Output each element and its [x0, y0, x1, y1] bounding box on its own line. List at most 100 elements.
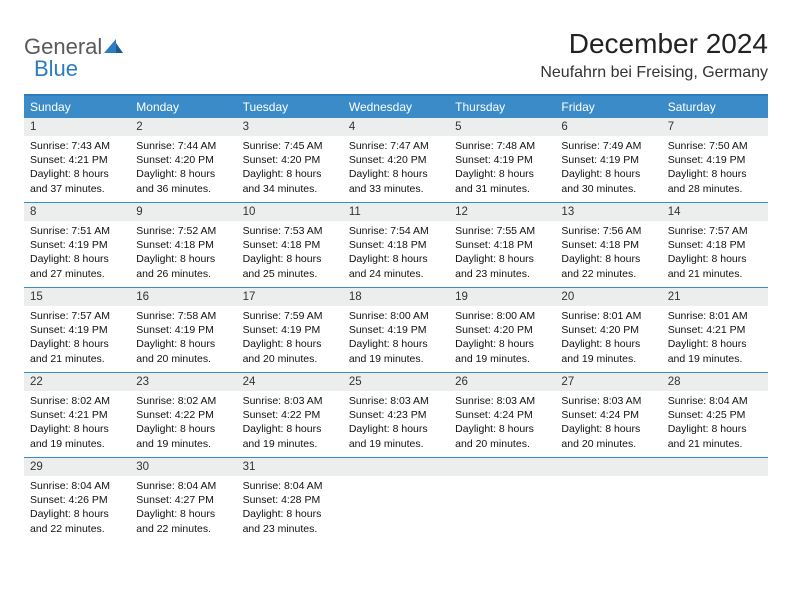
sunrise-line: Sunrise: 8:03 AM — [349, 395, 429, 407]
day-number: 9 — [130, 203, 236, 221]
calendar-cell: 4Sunrise: 7:47 AMSunset: 4:20 PMDaylight… — [343, 118, 449, 202]
daylight-line: Daylight: 8 hours and 19 minutes. — [561, 338, 640, 364]
day-number: 11 — [343, 203, 449, 221]
calendar-cell: 16Sunrise: 7:58 AMSunset: 4:19 PMDayligh… — [130, 288, 236, 372]
calendar-cell: 30Sunrise: 8:04 AMSunset: 4:27 PMDayligh… — [130, 458, 236, 542]
calendar-cell: 3Sunrise: 7:45 AMSunset: 4:20 PMDaylight… — [237, 118, 343, 202]
daylight-line: Daylight: 8 hours and 37 minutes. — [30, 168, 109, 194]
calendar-cell — [555, 458, 661, 542]
sunset-line: Sunset: 4:21 PM — [30, 409, 108, 421]
day-details: Sunrise: 7:57 AMSunset: 4:19 PMDaylight:… — [24, 306, 130, 372]
calendar-cell: 29Sunrise: 8:04 AMSunset: 4:26 PMDayligh… — [24, 458, 130, 542]
calendar-cell: 28Sunrise: 8:04 AMSunset: 4:25 PMDayligh… — [662, 373, 768, 457]
day-number-empty — [449, 458, 555, 476]
day-header-thursday: Thursday — [449, 96, 555, 118]
sunrise-line: Sunrise: 8:01 AM — [561, 310, 641, 322]
logo-text-2: Blue — [34, 56, 78, 82]
day-number: 14 — [662, 203, 768, 221]
day-number: 25 — [343, 373, 449, 391]
sunrise-line: Sunrise: 8:03 AM — [455, 395, 535, 407]
day-number: 10 — [237, 203, 343, 221]
calendar-cell: 26Sunrise: 8:03 AMSunset: 4:24 PMDayligh… — [449, 373, 555, 457]
day-details: Sunrise: 8:03 AM Sunset: 4:23 PM Daylight:… — [343, 391, 449, 457]
day-number: 31 — [237, 458, 343, 476]
daylight-line: Daylight: 8 hours and 19 minutes. — [349, 338, 428, 364]
day-number: 13 — [555, 203, 661, 221]
calendar: SundayMondayTuesdayWednesdayThursdayFrid… — [24, 94, 768, 542]
daylight-line: Daylight: 8 hours and 23 minutes. — [243, 508, 322, 534]
sunrise-line: Sunrise: 7:59 AM — [243, 310, 323, 322]
day-details: Sunrise: 7:58 AMSunset: 4:19 PMDaylight:… — [130, 306, 236, 372]
daylight-line: Daylight: 8 hours and 26 minutes. — [136, 253, 215, 279]
sunrise-line: Sunrise: 8:04 AM — [136, 480, 216, 492]
calendar-cell: 6Sunrise: 7:49 AMSunset: 4:19 PMDaylight… — [555, 118, 661, 202]
sunrise-line: Sunrise: 7:53 AM — [243, 225, 323, 237]
sunset-line: Sunset: 4:19 PM — [455, 154, 533, 166]
sunrise-line: Sunrise: 8:04 AM — [30, 480, 110, 492]
calendar-cell — [449, 458, 555, 542]
calendar-cell: 2Sunrise: 7:44 AMSunset: 4:20 PMDaylight… — [130, 118, 236, 202]
calendar-cell: 10Sunrise: 7:53 AMSunset: 4:18 PMDayligh… — [237, 203, 343, 287]
daylight-line: Daylight: 8 hours and 21 minutes. — [30, 338, 109, 364]
sunset-line: Sunset: 4:23 PM — [349, 409, 427, 421]
day-header-tuesday: Tuesday — [237, 96, 343, 118]
sunrise-line: Sunrise: 7:54 AM — [349, 225, 429, 237]
day-number: 30 — [130, 458, 236, 476]
daylight-line: Daylight: 8 hours and 23 minutes. — [455, 253, 534, 279]
daylight-line: Daylight: 8 hours and 22 minutes. — [30, 508, 109, 534]
day-number: 17 — [237, 288, 343, 306]
day-number: 5 — [449, 118, 555, 136]
calendar-cell: 12Sunrise: 7:55 AMSunset: 4:18 PMDayligh… — [449, 203, 555, 287]
day-details: Sunrise: 8:02 AMSunset: 4:21 PMDaylight:… — [24, 391, 130, 457]
day-number: 4 — [343, 118, 449, 136]
calendar-cell: 11Sunrise: 7:54 AMSunset: 4:18 PMDayligh… — [343, 203, 449, 287]
location-label: Neufahrn bei Freising, Germany — [24, 64, 768, 82]
daylight-line: Daylight: 8 hours and 36 minutes. — [136, 168, 215, 194]
sunset-line: Sunset: 4:19 PM — [668, 154, 746, 166]
daylight-line: Daylight: 8 hours and 19 minutes. — [136, 423, 215, 449]
sunset-line: Sunset: 4:22 PM — [243, 409, 321, 421]
day-header-saturday: Saturday — [662, 96, 768, 118]
sunset-line: Sunset: 4:19 PM — [30, 324, 108, 336]
sunset-line: Sunset: 4:26 PM — [30, 494, 108, 506]
day-details: Sunrise: 7:56 AMSunset: 4:18 PMDaylight:… — [555, 221, 661, 287]
sunset-line: Sunset: 4:20 PM — [561, 324, 639, 336]
calendar-cell: 19Sunrise: 8:00 AMSunset: 4:20 PMDayligh… — [449, 288, 555, 372]
day-number: 26 — [449, 373, 555, 391]
daylight-line: Daylight: 8 hours and 24 minutes. — [349, 253, 428, 279]
day-details: Sunrise: 7:53 AMSunset: 4:18 PMDaylight:… — [237, 221, 343, 287]
daylight-line: Daylight: 8 hours and 28 minutes. — [668, 168, 747, 194]
sunset-line: Sunset: 4:21 PM — [30, 154, 108, 166]
day-details: Sunrise: 7:45 AMSunset: 4:20 PMDaylight:… — [237, 136, 343, 202]
calendar-cell: 23Sunrise: 8:02 AMSunset: 4:22 PMDayligh… — [130, 373, 236, 457]
day-number: 12 — [449, 203, 555, 221]
calendar-week: 22Sunrise: 8:02 AMSunset: 4:21 PMDayligh… — [24, 372, 768, 457]
day-details: Sunrise: 7:59 AMSunset: 4:19 PMDaylight:… — [237, 306, 343, 372]
day-number: 28 — [662, 373, 768, 391]
sunrise-line: Sunrise: 7:55 AM — [455, 225, 535, 237]
sunrise-line: Sunrise: 7:50 AM — [668, 140, 748, 152]
day-details: Sunrise: 7:49 AMSunset: 4:19 PMDaylight:… — [555, 136, 661, 202]
sunset-line: Sunset: 4:19 PM — [30, 239, 108, 251]
day-details: Sunrise: 7:48 AMSunset: 4:19 PMDaylight:… — [449, 136, 555, 202]
sunset-line: Sunset: 4:20 PM — [243, 154, 321, 166]
day-number: 6 — [555, 118, 661, 136]
day-number-empty — [662, 458, 768, 476]
day-number: 8 — [24, 203, 130, 221]
day-details: Sunrise: 8:03 AMSunset: 4:22 PMDaylight:… — [237, 391, 343, 457]
calendar-cell — [662, 458, 768, 542]
sunset-line: Sunset: 4:24 PM — [561, 409, 639, 421]
day-details: Sunrise: 7:54 AMSunset: 4:18 PMDaylight:… — [343, 221, 449, 287]
daylight-line: Daylight: 8 hours and 21 minutes. — [668, 423, 747, 449]
calendar-cell: 7Sunrise: 7:50 AMSunset: 4:19 PMDaylight… — [662, 118, 768, 202]
calendar-cell — [343, 458, 449, 542]
daylight-line: Daylight: 8 hours and 19 minutes. — [349, 423, 428, 449]
calendar-cell: 24Sunrise: 8:03 AMSunset: 4:22 PMDayligh… — [237, 373, 343, 457]
calendar-week: 8Sunrise: 7:51 AMSunset: 4:19 PMDaylight… — [24, 202, 768, 287]
header: December 2024 Neufahrn bei Freising, Ger… — [24, 28, 768, 82]
day-details: Sunrise: 8:02 AMSunset: 4:22 PMDaylight:… — [130, 391, 236, 457]
day-details: Sunrise: 7:50 AM Sunset: 4:19 PM Daylight:… — [662, 136, 768, 202]
day-details: Sunrise: 7:47 AMSunset: 4:20 PMDaylight:… — [343, 136, 449, 202]
day-number-empty — [555, 458, 661, 476]
day-details: Sunrise: 8:03 AMSunset: 4:24 PMDaylight:… — [449, 391, 555, 457]
